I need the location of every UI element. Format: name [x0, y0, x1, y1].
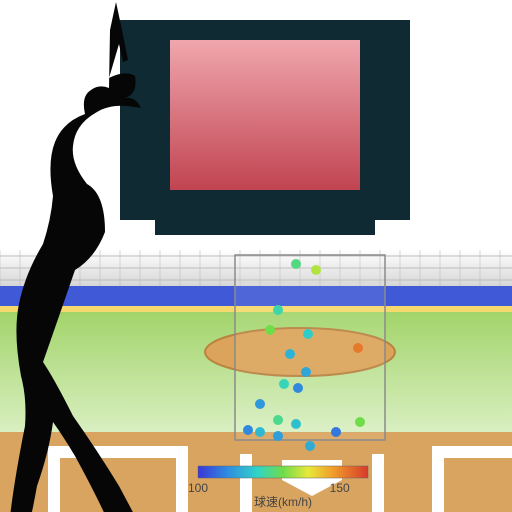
pitch-dot	[291, 259, 301, 269]
pitch-dot	[285, 349, 295, 359]
pitch-dot	[265, 325, 275, 335]
pitch-dot	[255, 427, 265, 437]
pitch-dot	[303, 329, 313, 339]
legend-tick: 100	[188, 481, 208, 495]
plate-line	[372, 454, 384, 512]
plate-line	[176, 446, 188, 512]
pitch-dot	[305, 441, 315, 451]
pitch-dot	[311, 265, 321, 275]
pitch-dot	[355, 417, 365, 427]
plate-line	[48, 446, 60, 512]
speed-legend-bar	[198, 466, 368, 478]
plate-line	[48, 446, 188, 458]
pitch-dot	[273, 415, 283, 425]
pitch-dot	[279, 379, 289, 389]
legend-label: 球速(km/h)	[254, 495, 312, 509]
pitch-dot	[353, 343, 363, 353]
pitch-dot	[291, 419, 301, 429]
pitch-dot	[331, 427, 341, 437]
pitch-dot	[255, 399, 265, 409]
scoreboard-screen	[170, 40, 360, 190]
pitch-dot	[273, 431, 283, 441]
pitch-dot	[243, 425, 253, 435]
pitch-dot	[273, 305, 283, 315]
plate-line	[240, 454, 252, 512]
legend-tick: 150	[330, 481, 350, 495]
pitch-dot	[293, 383, 303, 393]
pitch-dot	[301, 367, 311, 377]
plate-line	[432, 446, 512, 458]
